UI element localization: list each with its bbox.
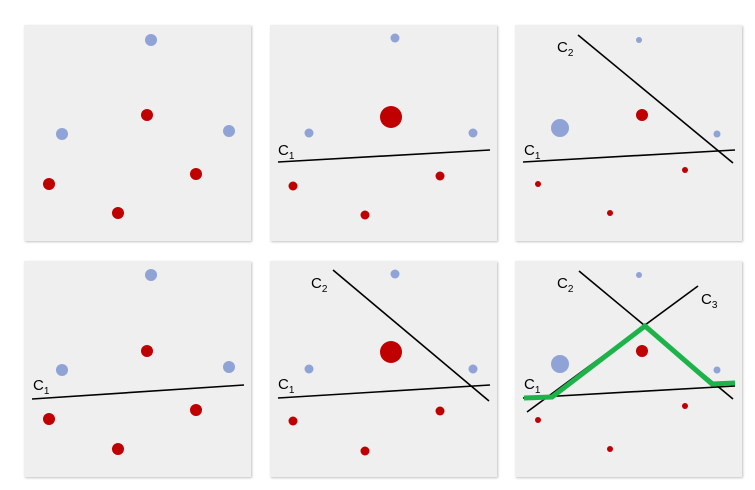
- blue-point: [304, 364, 314, 374]
- panel-5-classifier-c2: C1 C2: [270, 261, 497, 477]
- classifier-line-c1: [31, 384, 245, 400]
- red-point: [190, 168, 202, 180]
- red-point: [435, 171, 445, 181]
- classifier-line-c1: [277, 149, 491, 163]
- label-c3: C3: [701, 291, 718, 311]
- label-c2: C2: [557, 39, 574, 59]
- blue-point: [468, 128, 478, 138]
- blue-point: [56, 128, 68, 140]
- blue-point: [56, 364, 68, 376]
- red-point: [190, 404, 202, 416]
- red-point: [535, 181, 541, 187]
- label-c2: C2: [557, 275, 574, 295]
- label-c1: C1: [524, 376, 541, 396]
- red-point: [288, 416, 298, 426]
- label-c1: C1: [33, 377, 50, 397]
- blue-point: [636, 37, 642, 43]
- classifier-line-c1: [522, 149, 736, 163]
- red-point: [43, 413, 55, 425]
- red-point: [380, 341, 402, 363]
- red-point: [43, 178, 55, 190]
- blue-point: [468, 364, 478, 374]
- label-c1: C1: [524, 142, 541, 162]
- blue-point: [390, 33, 400, 43]
- red-point: [636, 109, 648, 121]
- panel-background: [270, 25, 497, 241]
- blue-point: [223, 361, 235, 373]
- panel-background: [270, 261, 497, 477]
- red-point: [636, 345, 648, 357]
- panel-background: [515, 25, 742, 241]
- panel-6-combined-classifier: C1 C2 C3: [515, 261, 742, 477]
- red-point: [360, 446, 370, 456]
- red-point: [380, 106, 402, 128]
- panel-3-weighted-after-c2: C1 C2: [515, 25, 742, 241]
- blue-point: [713, 130, 721, 138]
- blue-point: [223, 125, 235, 137]
- red-point: [682, 403, 688, 409]
- classifier-line-c1: [277, 384, 491, 399]
- blue-point: [304, 128, 314, 138]
- red-point: [607, 446, 613, 452]
- red-point: [141, 109, 153, 121]
- red-point: [682, 167, 688, 173]
- classifier-line-c1: [522, 385, 736, 399]
- red-point: [112, 443, 124, 455]
- panel-2-weighted-after-c1: C1: [270, 25, 497, 241]
- red-point: [141, 345, 153, 357]
- blue-point: [551, 355, 569, 373]
- blue-point: [636, 272, 642, 278]
- blue-point: [145, 34, 157, 46]
- red-point: [607, 210, 613, 216]
- red-point: [112, 207, 124, 219]
- label-c1: C1: [278, 376, 295, 396]
- combined-decision-boundary: [523, 322, 736, 401]
- blue-point: [390, 269, 400, 279]
- blue-point: [713, 366, 721, 374]
- label-c2: C2: [311, 275, 328, 295]
- classifier-line-c2: [577, 34, 734, 164]
- classifier-line-c2: [332, 269, 490, 402]
- panel-4-classifier-c1: C1: [24, 261, 251, 477]
- panel-1-data: [24, 25, 251, 241]
- blue-point: [551, 119, 569, 137]
- red-point: [360, 210, 370, 220]
- red-point: [435, 406, 445, 416]
- label-c1: C1: [278, 142, 295, 162]
- red-point: [288, 181, 298, 191]
- blue-point: [145, 269, 157, 281]
- red-point: [535, 417, 541, 423]
